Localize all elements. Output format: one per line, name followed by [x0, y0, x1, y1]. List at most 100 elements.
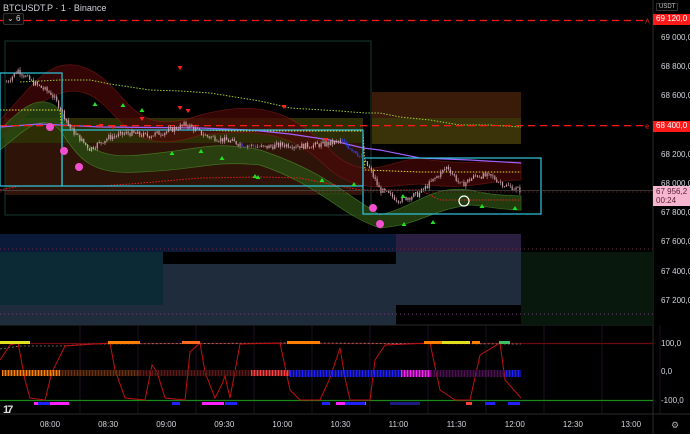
candle: [463, 179, 465, 187]
histogram-bar: [419, 370, 420, 377]
histogram-bar: [134, 370, 135, 376]
histogram-bar: [407, 370, 408, 377]
histogram-bar: [315, 370, 317, 377]
candle-body: [19, 69, 21, 75]
candle-body: [513, 189, 515, 191]
candle: [131, 128, 133, 137]
histogram-bar: [165, 370, 167, 376]
candle-body: [395, 200, 397, 201]
histogram-bar: [275, 370, 276, 376]
histogram-bar: [29, 370, 30, 376]
histogram-bar: [426, 370, 428, 377]
candle: [281, 141, 284, 148]
currency-selector[interactable]: USDT: [656, 3, 679, 11]
alert-price-tag-mid[interactable]: 68 400,0: [653, 121, 690, 132]
candle-body: [252, 144, 255, 147]
candle-body: [173, 127, 176, 132]
histogram-bar: [12, 370, 14, 376]
candle: [472, 174, 475, 180]
buy-triangle-icon: [219, 156, 225, 160]
histogram-bar: [35, 370, 36, 376]
state-strip-segment: [34, 402, 69, 405]
candle: [357, 151, 359, 157]
candle: [59, 106, 62, 112]
candle: [310, 146, 313, 149]
candle: [355, 150, 357, 154]
candle: [34, 80, 37, 87]
histogram-bar: [54, 370, 56, 376]
candle: [171, 126, 174, 133]
candle: [185, 120, 187, 127]
candle: [19, 67, 21, 78]
candle-body: [121, 131, 123, 135]
histogram-bar: [209, 370, 210, 376]
candle-body: [77, 133, 79, 135]
histogram-bar: [273, 370, 275, 376]
tradingview-logo-icon[interactable]: 17: [3, 404, 13, 416]
settings-gear-icon[interactable]: ⚙: [671, 420, 680, 430]
candle-body: [301, 143, 303, 148]
histogram-bar: [120, 370, 122, 376]
histogram-bar: [83, 370, 84, 376]
histogram-bar: [255, 370, 257, 376]
histogram-bar: [110, 370, 111, 376]
histogram-bar: [183, 370, 185, 376]
candle: [393, 194, 396, 201]
candle: [334, 140, 336, 146]
histogram-bar: [41, 370, 42, 376]
candle-body: [505, 184, 508, 187]
candle: [193, 125, 195, 134]
histogram-bar: [512, 370, 513, 377]
candle-body: [345, 142, 347, 146]
time-tick-label: 09:00: [156, 420, 177, 429]
candle-body: [482, 173, 484, 179]
histogram-bar: [486, 370, 488, 377]
symbol-title[interactable]: BTCUSDT.P · 1 · Binance: [3, 3, 107, 13]
histogram-bar: [306, 370, 308, 377]
candle: [88, 147, 91, 151]
candle: [227, 138, 230, 143]
buy-triangle-icon: [319, 178, 325, 182]
histogram-bar: [438, 370, 440, 377]
candle-body: [469, 179, 471, 181]
candle-body: [50, 92, 52, 95]
alert-price-tag-top[interactable]: 69 120,0: [653, 14, 690, 25]
candle-body: [465, 182, 467, 187]
candle: [469, 177, 471, 183]
histogram-bar: [510, 370, 512, 377]
candle: [422, 187, 425, 192]
candle-body: [519, 187, 521, 193]
histogram-bar: [210, 370, 212, 376]
histogram-bar: [507, 370, 509, 377]
candle: [411, 195, 413, 202]
histogram-bar: [47, 370, 48, 376]
histogram-bar: [149, 370, 150, 376]
candle-body: [125, 131, 127, 134]
candle: [173, 125, 176, 135]
histogram-bar: [354, 370, 356, 377]
candle: [38, 84, 40, 87]
histogram-bar: [342, 370, 344, 377]
histogram-bar: [90, 370, 92, 376]
state-strip-segment: [508, 402, 520, 405]
histogram-bar: [267, 370, 269, 376]
histogram-bar: [294, 370, 296, 377]
candle: [249, 144, 251, 149]
histogram-bar: [105, 370, 107, 376]
histogram-bar: [30, 370, 32, 376]
candle: [17, 68, 19, 75]
histogram-bar: [257, 370, 258, 376]
histogram-bar: [239, 370, 240, 376]
histogram-bar: [500, 370, 501, 377]
zone-green: [521, 252, 653, 325]
trend-step-line: [19, 79, 522, 128]
indicators-toggle-button[interactable]: ⌄ 6: [3, 13, 25, 25]
candle-body: [150, 136, 152, 138]
histogram-bar: [233, 370, 234, 376]
histogram-bar: [102, 370, 104, 376]
candle-body: [307, 142, 309, 148]
candle-body: [96, 142, 98, 149]
candle-body: [144, 132, 147, 134]
state-strip-segment: [466, 402, 472, 405]
